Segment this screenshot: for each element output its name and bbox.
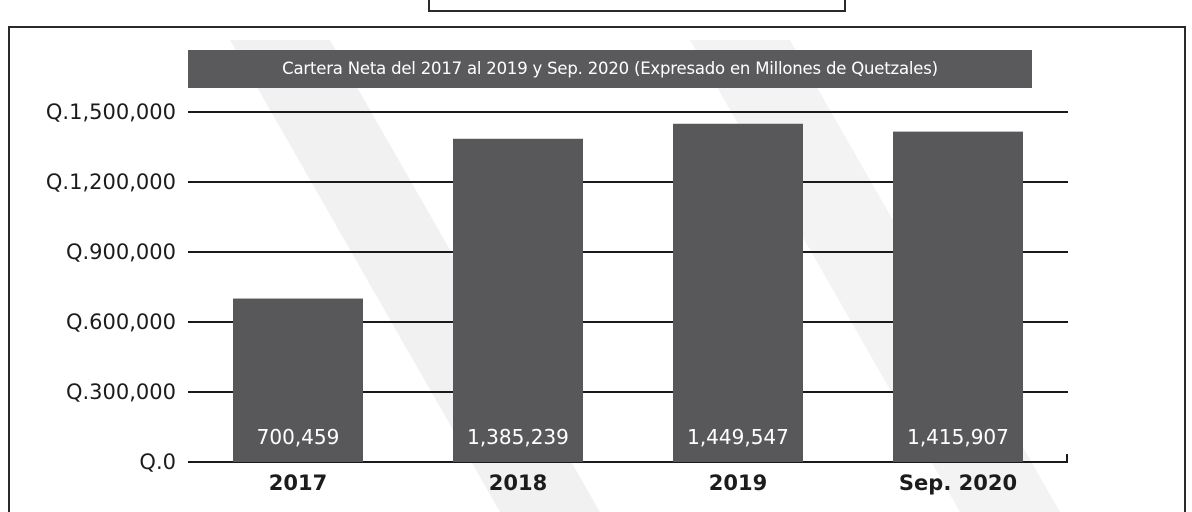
- x-tick-label: 2018: [489, 471, 547, 495]
- data-label: 1,415,907: [907, 425, 1009, 449]
- y-tick-label: Q.300,000: [66, 380, 176, 404]
- y-tick-label: Q.600,000: [66, 310, 176, 334]
- data-label: 700,459: [257, 425, 340, 449]
- x-tick-label: Sep. 2020: [899, 471, 1017, 495]
- y-tick-label: Q.1,500,000: [46, 100, 176, 124]
- y-tick-label: Q.0: [139, 450, 176, 474]
- bar: [673, 123, 803, 462]
- x-tick-label: 2019: [709, 471, 767, 495]
- x-tick-label: 2017: [269, 471, 327, 495]
- data-label: 1,449,547: [687, 425, 789, 449]
- y-tick-label: Q.1,200,000: [46, 170, 176, 194]
- bar: [233, 298, 363, 462]
- bar: [893, 131, 1023, 462]
- data-label: 1,385,239: [467, 425, 569, 449]
- chart-title: Cartera Neta del 2017 al 2019 y Sep. 202…: [188, 50, 1032, 88]
- y-tick-label: Q.900,000: [66, 240, 176, 264]
- header-box: [428, 0, 846, 12]
- bar: [453, 138, 583, 462]
